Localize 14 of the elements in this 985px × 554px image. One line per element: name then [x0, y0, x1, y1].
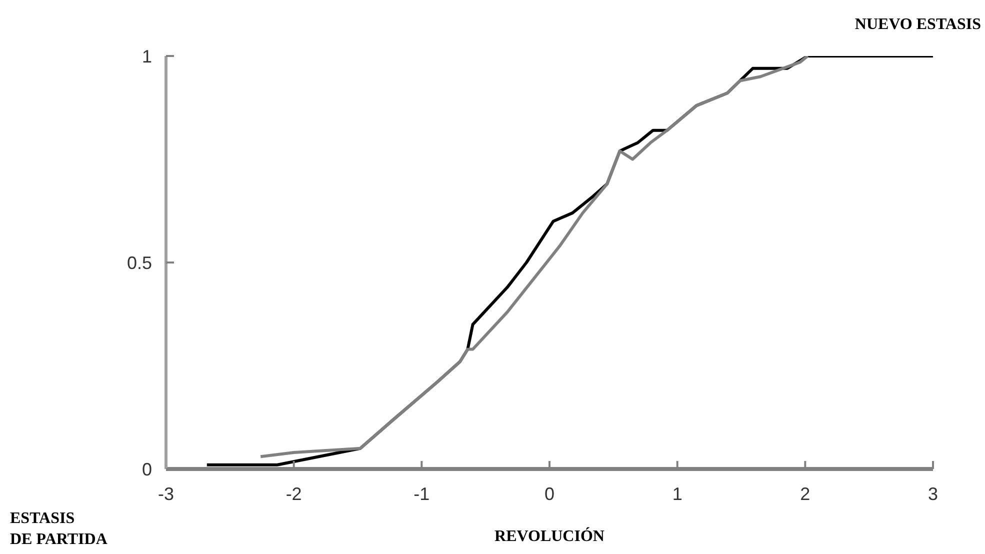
- x-tick-label: -2: [286, 484, 302, 504]
- text: ESTASIS DE PARTIDA: [10, 509, 108, 550]
- x-tick-label: 0: [544, 484, 555, 504]
- x-tick-label: 3: [928, 484, 938, 504]
- x-tick-label: -3: [158, 484, 174, 504]
- x-tick-label: 2: [800, 484, 810, 504]
- line-series: [259, 56, 810, 458]
- x-tick-label: 1: [672, 484, 682, 504]
- y-tick-label: 0: [142, 459, 152, 480]
- x-axis-title: REVOLUCIÓN: [494, 528, 606, 546]
- y-tick-label: 0.5: [126, 252, 152, 273]
- text: NUEVO ESTASIS: [854, 15, 981, 35]
- y-tick-label: 1: [142, 46, 152, 66]
- x-tick-label: -1: [414, 484, 430, 504]
